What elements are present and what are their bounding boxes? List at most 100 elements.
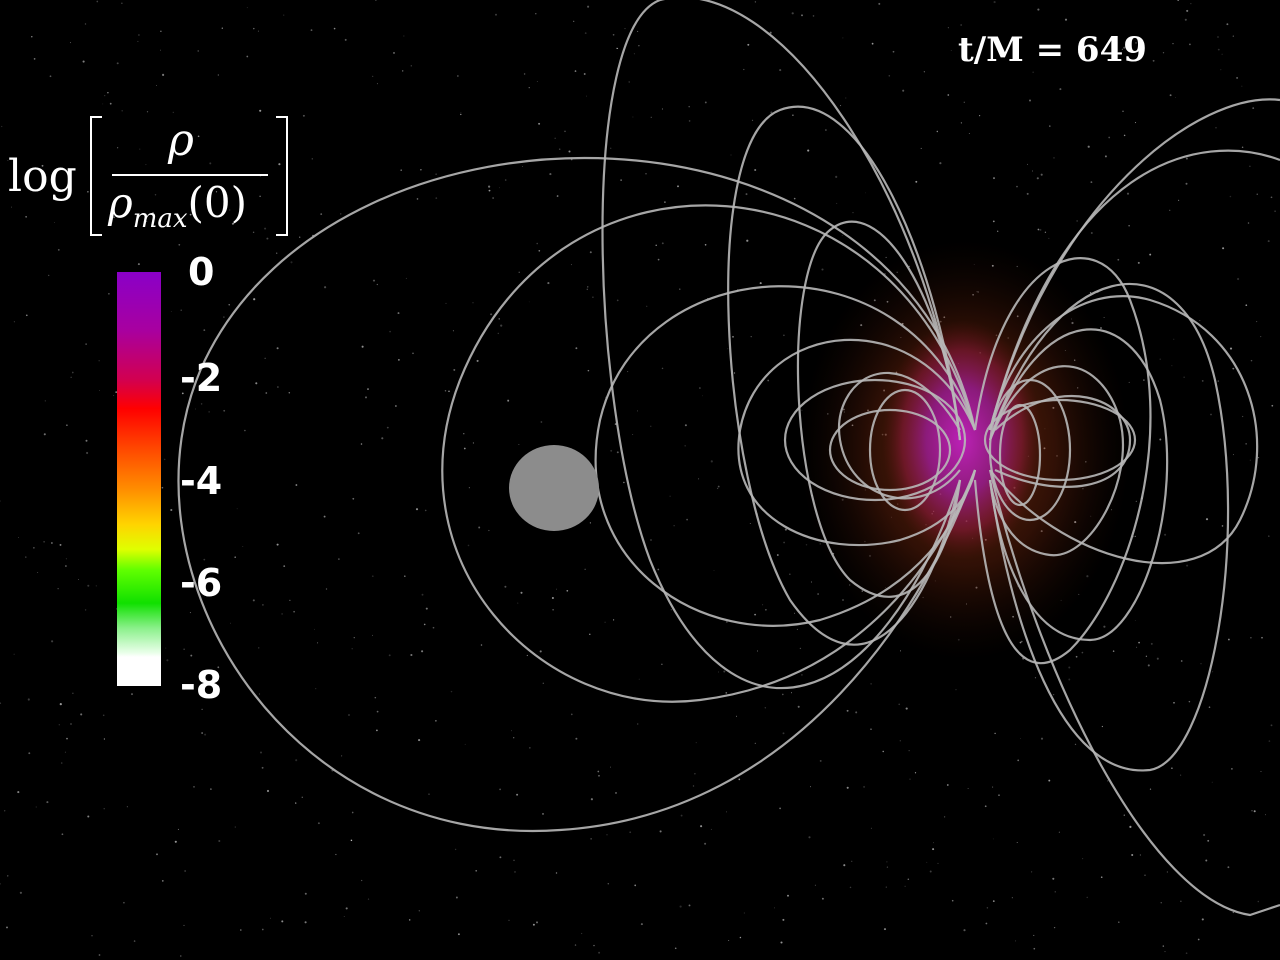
star (908, 750, 910, 752)
star (555, 872, 558, 874)
star (1037, 228, 1040, 231)
star (172, 111, 174, 114)
star (317, 642, 319, 644)
star (163, 458, 166, 461)
star (937, 862, 939, 864)
star (1131, 853, 1134, 857)
star (201, 708, 203, 711)
star (6, 926, 8, 929)
star (1227, 638, 1230, 641)
star (536, 81, 538, 83)
star (435, 173, 437, 175)
star (452, 330, 454, 332)
star (299, 236, 301, 238)
star (1169, 209, 1171, 211)
star (278, 163, 281, 166)
star (539, 650, 542, 653)
star (968, 132, 970, 134)
star (1173, 701, 1175, 704)
star (488, 529, 490, 532)
star (95, 585, 97, 587)
field-line (796, 220, 962, 598)
star (870, 827, 872, 829)
star (345, 907, 348, 910)
star (197, 50, 199, 52)
star (673, 525, 675, 527)
star (994, 732, 996, 735)
star (1245, 304, 1248, 307)
star (1267, 240, 1270, 243)
star (1027, 163, 1028, 165)
star (1145, 655, 1148, 657)
star (500, 324, 503, 327)
star (102, 103, 104, 105)
star (717, 485, 720, 488)
star (410, 65, 412, 67)
star (353, 637, 355, 639)
star (33, 58, 36, 60)
star (310, 29, 313, 31)
star (472, 302, 474, 304)
star (604, 621, 606, 623)
star (1188, 43, 1191, 46)
star (372, 75, 374, 77)
star (1250, 637, 1252, 639)
star (183, 648, 185, 650)
star (46, 801, 49, 804)
star (295, 759, 298, 762)
star (1169, 94, 1172, 97)
star (801, 14, 803, 17)
star (523, 73, 526, 75)
star (947, 27, 949, 29)
star (592, 296, 594, 299)
star (457, 933, 460, 936)
star (855, 711, 858, 714)
star (730, 154, 732, 156)
colorbar-title-numerator: ρ (168, 115, 194, 166)
star (376, 283, 378, 286)
star (1058, 831, 1060, 833)
star (428, 793, 430, 795)
field-line (177, 156, 977, 833)
star (1159, 438, 1162, 441)
star (1211, 781, 1213, 783)
star (907, 878, 910, 881)
star (17, 791, 20, 794)
star (754, 168, 757, 172)
star (1222, 247, 1225, 250)
star (1162, 52, 1165, 54)
star (432, 626, 435, 629)
star (1261, 636, 1263, 639)
star (1180, 900, 1182, 902)
star (246, 55, 249, 58)
star (311, 158, 313, 160)
star (348, 714, 350, 716)
star (495, 13, 497, 16)
star (372, 279, 376, 282)
star (1049, 125, 1051, 127)
star (1232, 367, 1235, 370)
star (637, 723, 639, 725)
star (276, 252, 278, 254)
star (84, 609, 87, 611)
star (1171, 767, 1173, 770)
star (1241, 85, 1243, 87)
star (154, 194, 157, 196)
star (710, 460, 713, 463)
star (210, 788, 212, 790)
star (234, 826, 236, 828)
star (113, 395, 115, 397)
star (361, 879, 363, 882)
star (779, 807, 781, 810)
star (1164, 951, 1166, 953)
star (258, 647, 260, 649)
star (388, 654, 391, 657)
star (946, 784, 949, 786)
star (535, 13, 537, 15)
star (624, 28, 626, 30)
star (1017, 759, 1020, 762)
star (28, 752, 31, 755)
star (902, 89, 905, 92)
star (587, 369, 590, 372)
star (115, 391, 118, 393)
